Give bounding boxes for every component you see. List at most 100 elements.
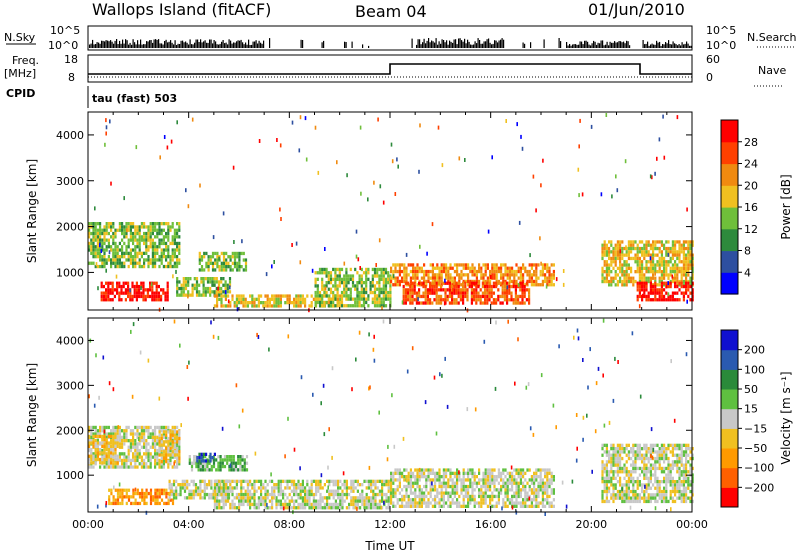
scatter-point-power (279, 143, 282, 148)
scatter-cell-power (92, 238, 95, 242)
scatter-cell-power (132, 248, 135, 252)
scatter-cell-power (129, 298, 132, 302)
nsky-bar (185, 41, 187, 48)
scatter-cell-power (431, 284, 434, 289)
scatter-cell-velocity (129, 465, 132, 469)
scatter-cell-power (660, 291, 663, 295)
scatter-cell-velocity (528, 484, 531, 489)
scatter-point-power (236, 307, 239, 312)
scatter-cell-power (134, 255, 137, 259)
nsky-bar (201, 42, 203, 48)
nsky-bar (351, 41, 353, 48)
scatter-cell-power (88, 241, 91, 246)
scatter-cell-velocity (123, 442, 126, 446)
scatter-point-power (505, 119, 507, 123)
scatter-cell-power (96, 241, 99, 246)
scatter-cell-power (242, 297, 245, 301)
scatter-cell-velocity (199, 479, 202, 483)
scatter-cell-power (273, 304, 276, 308)
scatter-cell-velocity (511, 498, 514, 502)
scatter-cell-velocity (198, 459, 201, 463)
scatter-cell-power (493, 266, 496, 270)
scatter-cell-velocity (143, 442, 146, 446)
scatter-cell-velocity (145, 445, 148, 449)
scatter-cell-power (143, 231, 146, 236)
scatter-point-power (518, 220, 521, 225)
scatter-cell-power (138, 248, 141, 252)
scatter-cell-power (279, 297, 282, 301)
nsky-bar (177, 43, 179, 48)
scatter-cell-power (497, 266, 500, 270)
scatter-cell-velocity (118, 455, 121, 459)
scatter-cell-power (404, 291, 407, 295)
scatter-cell-velocity (464, 491, 467, 495)
scatter-cell-velocity (105, 444, 108, 448)
scatter-point-power (418, 169, 420, 174)
scatter-cell-power (678, 256, 681, 261)
nsky-bar (608, 45, 610, 48)
scatter-cell-velocity (508, 478, 511, 482)
scatter-cell-velocity (101, 448, 104, 453)
scatter-cell-power (431, 266, 434, 270)
scatter-cell-power (460, 263, 463, 267)
nsky-bar (501, 38, 503, 48)
nsky-bar (681, 42, 683, 48)
scatter-cell-velocity (356, 479, 359, 483)
nsky-bar (477, 38, 479, 48)
scatter-cell-velocity (326, 489, 329, 493)
scatter-cell-velocity (234, 461, 238, 465)
scatter-cell-power (541, 269, 544, 274)
nsky-bar (437, 44, 439, 48)
scatter-cell-power (171, 222, 174, 226)
scatter-cell-velocity (223, 479, 226, 483)
scatter-cell-power (132, 241, 135, 246)
scatter-cell-velocity (447, 484, 450, 489)
scatter-cell-power (643, 256, 646, 261)
scatter-cell-velocity (114, 439, 117, 443)
scatter-cell-velocity (403, 494, 406, 499)
scatter-cell-power (515, 279, 518, 284)
scatter-cell-velocity (508, 488, 511, 492)
scatter-cell-velocity (154, 448, 157, 453)
scatter-cell-power (676, 276, 679, 280)
scatter-cell-velocity (216, 502, 219, 507)
scatter-cell-power (652, 246, 655, 251)
scatter-cell-velocity (471, 491, 474, 495)
scatter-cell-power (123, 261, 126, 265)
scatter-cell-power (336, 300, 339, 305)
scatter-cell-power (541, 273, 544, 277)
scatter-cell-velocity (154, 429, 157, 433)
scatter-cell-power (116, 288, 119, 292)
scatter-cell-power (603, 279, 606, 284)
nsky-bar (138, 44, 140, 48)
nsky-bar (156, 39, 158, 48)
scatter-cell-power (641, 270, 644, 274)
scatter-cell-power (431, 291, 434, 295)
scatter-cell-velocity (216, 506, 219, 510)
scatter-cell-velocity (136, 458, 139, 463)
scatter-cell-velocity (181, 486, 184, 490)
scatter-cell-power (508, 279, 511, 284)
scatter-cell-power (162, 238, 165, 242)
scatter-cell-power (458, 276, 461, 280)
scatter-cell-velocity (94, 432, 97, 436)
scatter-cell-power (329, 271, 333, 275)
scatter-cell-velocity (295, 489, 298, 493)
scatter-cell-power (392, 263, 395, 267)
scatter-cell-velocity (491, 494, 494, 499)
scatter-cell-velocity (136, 455, 139, 459)
scatter-cell-power (135, 294, 138, 299)
scatter-cell-velocity (253, 502, 256, 507)
scatter-cell-power (492, 284, 495, 289)
scatter-cell-power (689, 291, 692, 295)
scatter-cell-power (508, 288, 511, 292)
scatter-cell-power (638, 260, 641, 264)
scatter-cell-power (689, 298, 692, 302)
scatter-cell-power (349, 287, 352, 291)
nsky-bar (426, 40, 428, 48)
scatter-cell-power (453, 276, 456, 280)
scatter-cell-power (160, 251, 163, 255)
scatter-cell-velocity (145, 452, 148, 456)
scatter-cell-power (503, 281, 506, 285)
scatter-cell-power (173, 235, 176, 239)
